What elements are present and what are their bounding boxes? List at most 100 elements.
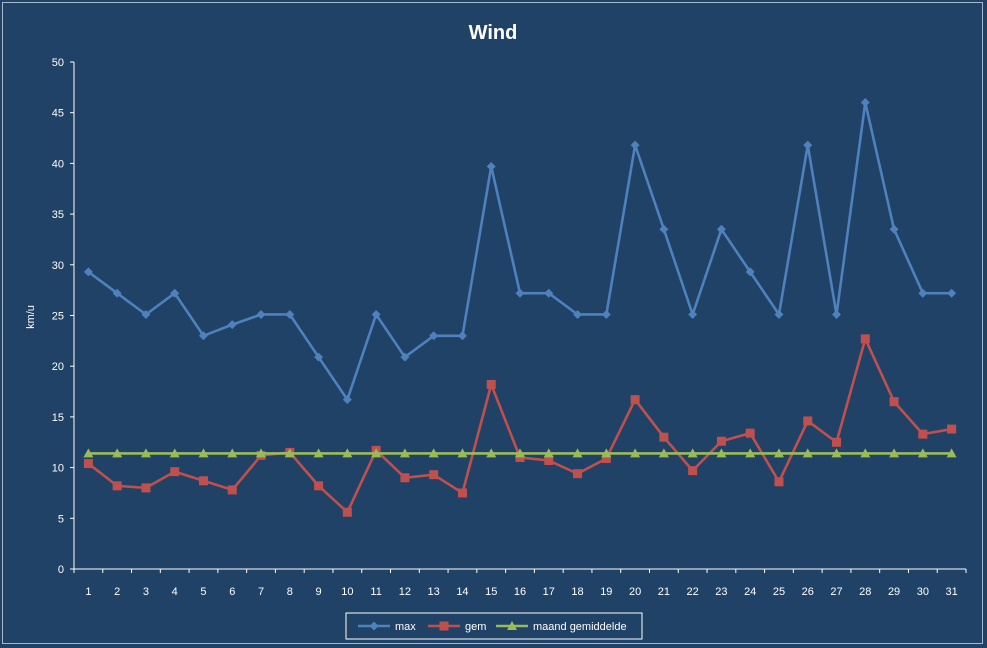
x-tick-label: 15 — [485, 586, 497, 598]
data-point — [112, 448, 123, 458]
y-tick-label: 10 — [52, 463, 64, 475]
x-tick-label: 18 — [571, 586, 583, 598]
x-tick-label: 30 — [917, 586, 929, 598]
series-max — [83, 98, 957, 405]
data-point — [889, 224, 899, 234]
data-point — [831, 448, 842, 458]
x-tick-label: 5 — [200, 586, 206, 598]
data-point — [630, 448, 641, 458]
series-gem — [83, 334, 957, 517]
data-point — [83, 448, 94, 458]
legend-item: maand gemiddelde — [496, 621, 627, 633]
data-point — [860, 448, 871, 458]
data-point — [439, 621, 449, 631]
data-point — [802, 448, 813, 458]
data-point — [429, 470, 439, 480]
data-point — [573, 309, 583, 319]
data-point — [544, 456, 554, 466]
data-point — [486, 379, 496, 389]
data-point — [832, 309, 842, 319]
x-tick-label: 7 — [258, 586, 264, 598]
data-point — [889, 448, 900, 458]
data-point — [457, 331, 467, 341]
data-point — [688, 309, 698, 319]
data-point — [947, 288, 957, 298]
data-point — [284, 448, 295, 458]
data-point — [687, 448, 698, 458]
series-maand-gemiddelde — [83, 448, 957, 458]
data-point — [716, 448, 727, 458]
legend-item: gem — [428, 621, 486, 633]
y-tick-label: 15 — [52, 412, 64, 424]
data-point — [285, 309, 295, 319]
legend-label: max — [395, 621, 416, 633]
data-point — [860, 334, 870, 344]
x-tick-label: 29 — [888, 586, 900, 598]
data-point — [83, 267, 93, 277]
x-tick-label: 10 — [341, 586, 353, 598]
data-point — [198, 476, 208, 486]
data-point — [918, 288, 928, 298]
x-tick-label: 25 — [773, 586, 785, 598]
y-tick-label: 25 — [52, 311, 64, 323]
data-point — [399, 448, 410, 458]
x-tick-label: 31 — [945, 586, 957, 598]
data-point — [507, 621, 517, 630]
data-point — [400, 352, 410, 362]
data-point — [83, 459, 93, 469]
data-point — [314, 352, 324, 362]
series-line — [87, 101, 952, 401]
data-point — [227, 448, 238, 458]
data-point — [256, 309, 266, 319]
data-point — [198, 448, 209, 458]
legend-label: maand gemiddelde — [533, 621, 627, 633]
x-tick-label: 24 — [744, 586, 756, 598]
data-point — [515, 452, 525, 462]
data-point — [544, 288, 554, 298]
legend: max gem maand gemiddelde — [345, 612, 643, 640]
data-point — [170, 467, 180, 477]
data-point — [170, 288, 180, 298]
data-point — [803, 416, 813, 426]
x-tick-label: 21 — [658, 586, 670, 598]
legend-item: max — [358, 621, 416, 633]
data-point — [256, 448, 267, 458]
data-point — [773, 448, 784, 458]
data-point — [369, 621, 379, 631]
data-point — [573, 469, 583, 479]
x-tick-label: 28 — [859, 586, 871, 598]
y-tick-label: 0 — [58, 564, 64, 576]
data-point — [112, 481, 122, 491]
data-point — [601, 309, 611, 319]
series-line — [87, 337, 952, 514]
data-point — [371, 309, 381, 319]
data-point — [716, 436, 726, 446]
x-tick-label: 12 — [399, 586, 411, 598]
x-tick-label: 6 — [229, 586, 235, 598]
data-point — [745, 267, 755, 277]
x-tick-label: 19 — [600, 586, 612, 598]
x-tick-label: 20 — [629, 586, 641, 598]
data-point — [227, 320, 237, 330]
data-point — [141, 483, 151, 493]
data-point — [141, 309, 151, 319]
y-tick-label: 40 — [52, 158, 64, 170]
data-point — [342, 395, 352, 405]
y-tick-label: 20 — [52, 361, 64, 373]
data-point — [342, 507, 352, 517]
data-point — [543, 448, 554, 458]
data-point — [169, 448, 180, 458]
data-point — [918, 429, 928, 439]
y-tick-label: 35 — [52, 209, 64, 221]
data-point — [803, 140, 813, 150]
data-point — [832, 437, 842, 447]
data-point — [659, 432, 669, 442]
data-point — [342, 448, 353, 458]
x-tick-label: 8 — [287, 586, 293, 598]
data-point — [371, 448, 382, 458]
data-point — [688, 466, 698, 476]
data-point — [572, 448, 583, 458]
data-point — [400, 473, 410, 483]
